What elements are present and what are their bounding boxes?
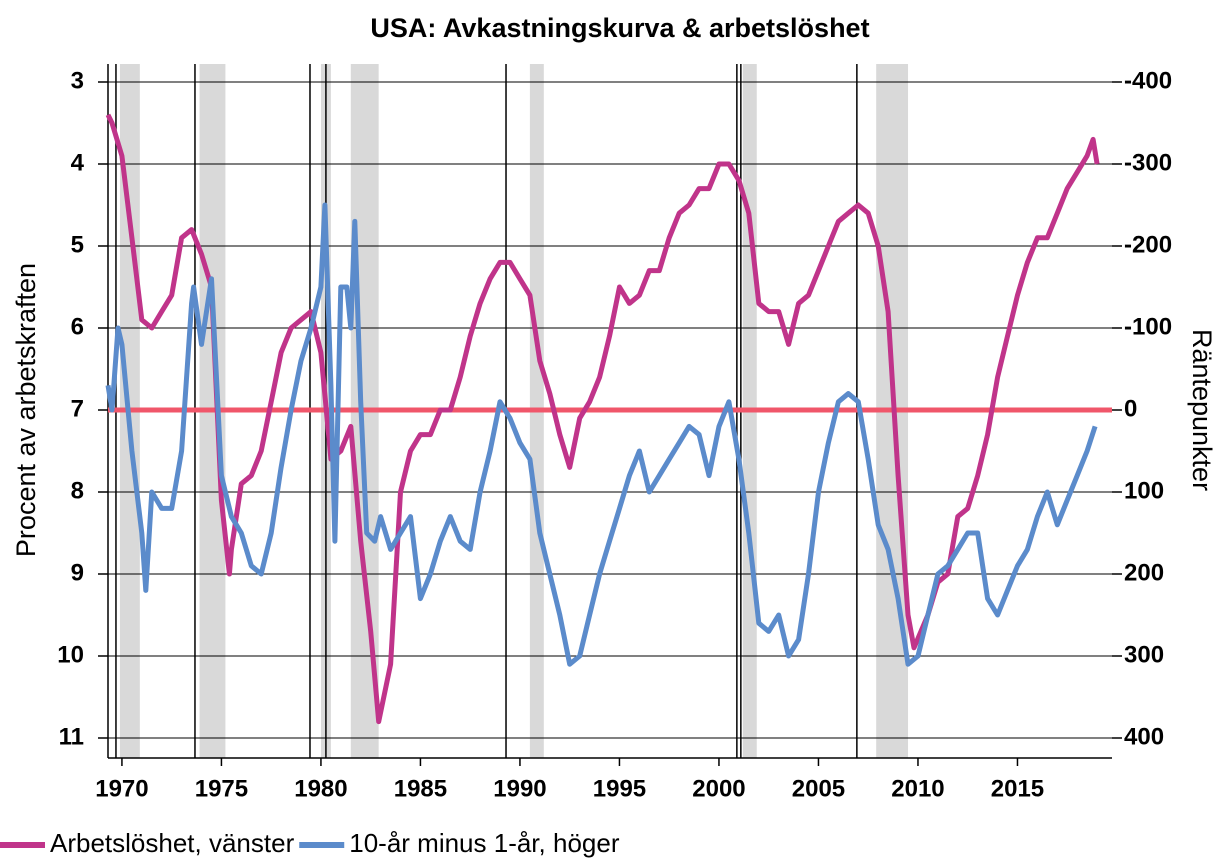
y-tick-label: 6 (71, 313, 84, 340)
y-axis-label: Procent av arbetskraften (11, 263, 41, 557)
x-tick-label: 1995 (593, 775, 646, 802)
y-tick-label: 5 (71, 231, 84, 258)
x-tick-label: 1970 (95, 775, 148, 802)
series-line (105, 202, 1098, 667)
chart-title: USA: Avkastningskurva & arbetslöshet (370, 13, 869, 43)
y-tick-label: 9 (71, 559, 84, 586)
y2-tick-label: -200 (1124, 231, 1172, 258)
y2-tick-label: -100 (1124, 313, 1172, 340)
x-tick-label: 1980 (294, 775, 347, 802)
y2-tick-label: 200 (1124, 559, 1164, 586)
x-tick-label: 2015 (991, 775, 1044, 802)
x-tick-label: 2005 (792, 775, 845, 802)
series-line (105, 113, 1100, 725)
y-tick-label: 3 (71, 67, 84, 94)
x-tick-label: 1990 (493, 775, 546, 802)
legend-label: Arbetslöshet, vänster (50, 828, 295, 858)
x-tick-label: 2000 (692, 775, 745, 802)
y-tick-label: 7 (71, 395, 84, 422)
y2-tick-label: -400 (1124, 67, 1172, 94)
y-tick-label: 8 (71, 477, 84, 504)
y2-axis-label: Räntepunkter (1187, 329, 1217, 491)
x-tick-label: 1975 (195, 775, 248, 802)
y2-tick-label: 100 (1124, 477, 1164, 504)
y2-tick-label: -300 (1124, 149, 1172, 176)
y2-tick-label: 0 (1124, 395, 1137, 422)
y-tick-label: 10 (57, 641, 84, 668)
legend-label: 10-år minus 1-år, höger (349, 828, 620, 858)
y2-tick-label: 300 (1124, 641, 1164, 668)
y2-tick-label: 400 (1124, 723, 1164, 750)
y-tick-label: 4 (71, 149, 85, 176)
x-tick-label: 1985 (394, 775, 447, 802)
x-tick-label: 2010 (891, 775, 944, 802)
y-tick-label: 11 (59, 723, 84, 750)
